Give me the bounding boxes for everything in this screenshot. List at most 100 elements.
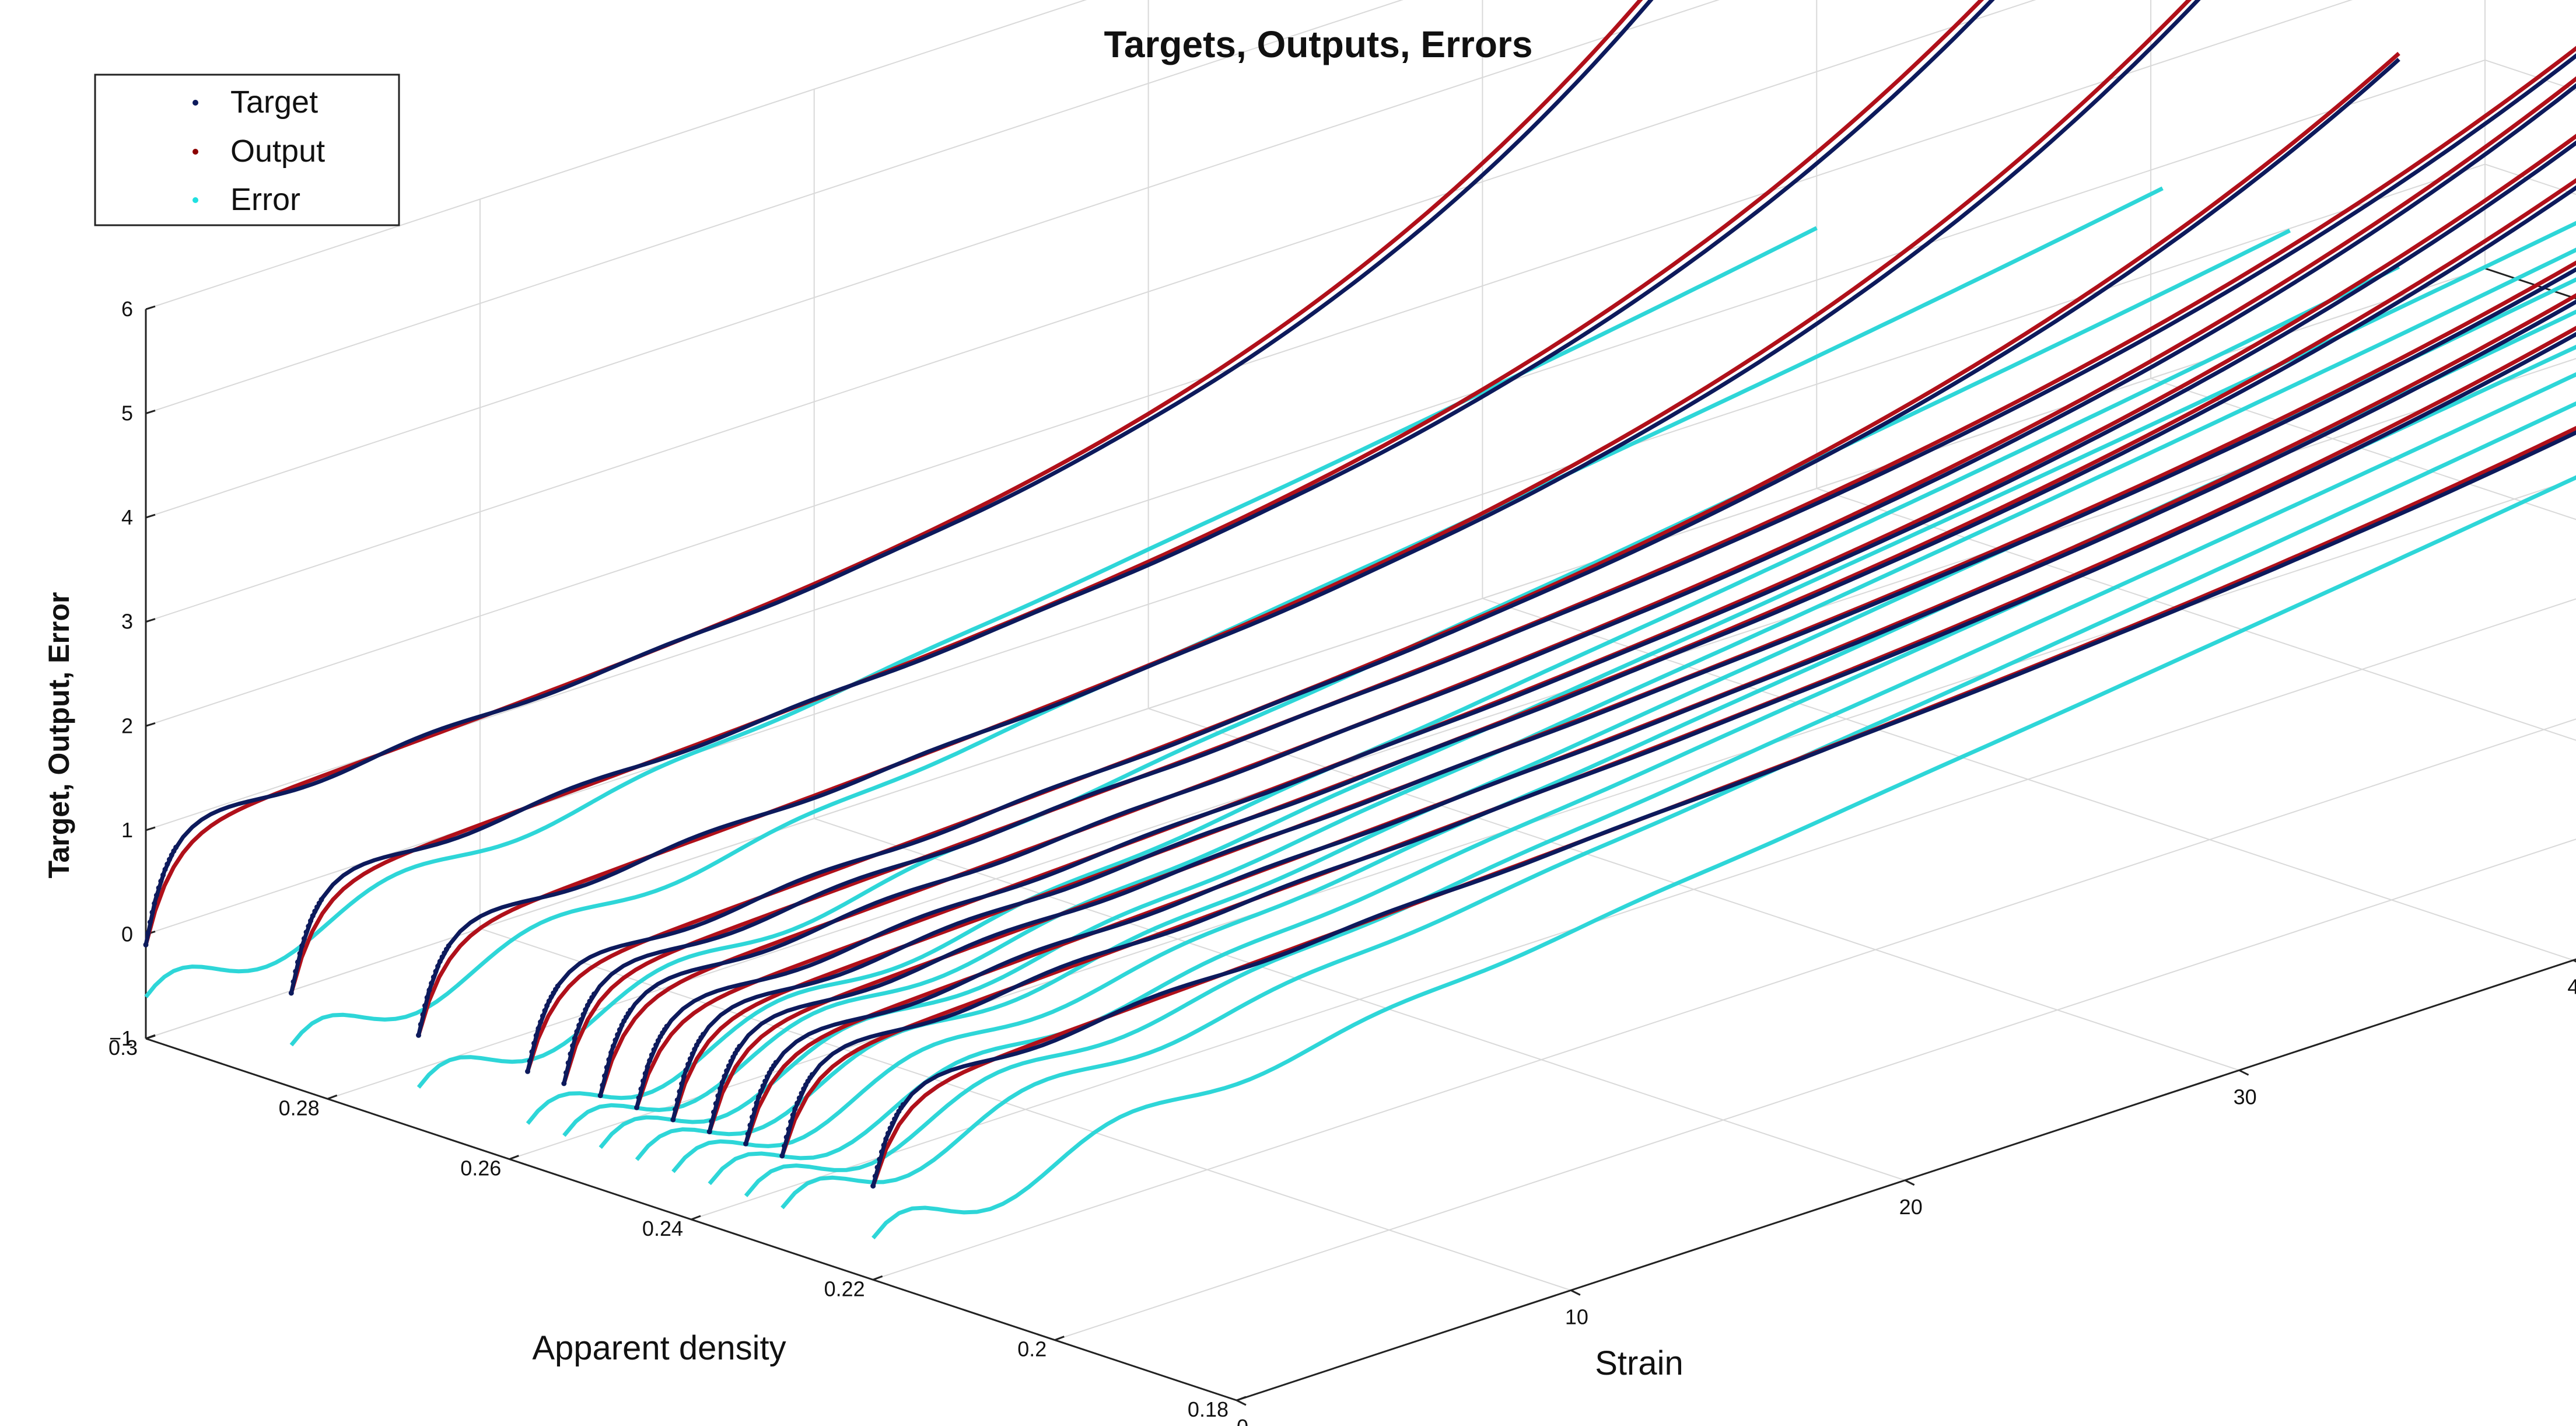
x-axis-label: Strain bbox=[1595, 1344, 1684, 1382]
z-tick-label-3: 2 bbox=[121, 714, 133, 738]
target-marker bbox=[692, 1046, 698, 1052]
target-marker bbox=[580, 1012, 586, 1018]
target-rise-markers-10 bbox=[779, 1072, 815, 1159]
error-series-3 bbox=[526, 264, 2400, 1125]
target-rise-markers-8 bbox=[706, 1043, 743, 1135]
target-series-0 bbox=[144, 0, 1654, 946]
target-marker bbox=[628, 1007, 634, 1013]
z-tick-mark bbox=[145, 722, 156, 727]
target-rise-markers-1 bbox=[288, 897, 324, 996]
target-marker bbox=[538, 1019, 544, 1025]
target-marker bbox=[149, 910, 155, 915]
target-marker bbox=[653, 1042, 659, 1048]
target-series-4 bbox=[562, 53, 2576, 1084]
target-marker bbox=[679, 1081, 685, 1086]
y-tick-mark bbox=[691, 1215, 701, 1221]
target-marker bbox=[801, 1086, 807, 1092]
target-marker bbox=[724, 1068, 730, 1074]
grid-line-back-wall bbox=[145, 0, 1720, 519]
target-marker bbox=[792, 1106, 798, 1112]
error-series-10 bbox=[780, 401, 2576, 1210]
target-marker bbox=[786, 1126, 792, 1132]
target-marker bbox=[773, 1060, 779, 1065]
target-marker bbox=[685, 1061, 691, 1067]
target-marker bbox=[422, 1003, 428, 1009]
target-marker bbox=[664, 1023, 670, 1029]
target-rise-markers-9 bbox=[743, 1060, 779, 1147]
x-axis-line bbox=[1236, 958, 2576, 1401]
target-marker bbox=[548, 994, 554, 999]
target-marker bbox=[760, 1083, 766, 1089]
target-marker bbox=[610, 1043, 616, 1049]
target-marker bbox=[565, 1060, 571, 1066]
x-tick-mark bbox=[1236, 1399, 1247, 1406]
target-marker bbox=[883, 1136, 889, 1142]
target-series-10 bbox=[780, 331, 2576, 1156]
target-marker bbox=[677, 1089, 682, 1095]
target-marker bbox=[900, 1102, 906, 1107]
legend-output-label: Output bbox=[230, 134, 325, 169]
target-marker bbox=[584, 1002, 590, 1008]
target-marker bbox=[690, 1051, 695, 1057]
target-marker bbox=[314, 904, 320, 910]
target-series-9 bbox=[744, 299, 2576, 1145]
target-marker bbox=[674, 1097, 680, 1103]
target-rise-markers-3 bbox=[525, 983, 561, 1074]
target-marker bbox=[167, 857, 172, 862]
z-tick-label-7: 6 bbox=[121, 297, 133, 321]
target-marker bbox=[673, 1106, 678, 1112]
z-tick-mark bbox=[145, 305, 156, 310]
target-marker bbox=[143, 942, 149, 948]
target-marker bbox=[572, 1036, 578, 1041]
target-marker bbox=[694, 1042, 699, 1048]
grid-line-back-wall bbox=[145, 0, 1404, 414]
target-series-7 bbox=[671, 185, 2576, 1120]
target-marker bbox=[878, 1149, 884, 1155]
target-marker bbox=[162, 866, 168, 872]
target-marker bbox=[687, 1056, 693, 1062]
y-tick-label-5: 0.28 bbox=[279, 1096, 320, 1120]
x-tick-mark bbox=[2572, 959, 2576, 963]
target-marker bbox=[794, 1100, 800, 1106]
y-tick-label-6: 0.3 bbox=[108, 1036, 138, 1060]
target-marker bbox=[608, 1050, 614, 1055]
target-marker bbox=[743, 1141, 748, 1147]
z-tick-mark bbox=[145, 826, 156, 831]
output-series-3 bbox=[526, 51, 2400, 1072]
z-tick-label-2: 1 bbox=[121, 818, 133, 842]
x-tick-label-1: 10 bbox=[1565, 1305, 1588, 1329]
target-marker bbox=[420, 1012, 426, 1018]
target-marker bbox=[446, 943, 452, 949]
target-marker bbox=[713, 1100, 719, 1106]
target-marker bbox=[435, 963, 441, 969]
z-tick-mark bbox=[145, 410, 156, 415]
target-rise-markers-11 bbox=[870, 1102, 906, 1189]
tick-labels: 0102030405060700.180.20.220.240.260.280.… bbox=[108, 297, 2576, 1426]
target-marker bbox=[525, 1068, 530, 1074]
target-marker bbox=[681, 1074, 687, 1079]
target-marker bbox=[758, 1088, 764, 1094]
x-tick-mark bbox=[1905, 1179, 1915, 1186]
target-marker bbox=[619, 1022, 625, 1028]
target-marker bbox=[437, 959, 443, 964]
target-marker bbox=[783, 1134, 789, 1140]
target-marker bbox=[570, 1043, 576, 1048]
target-marker bbox=[655, 1038, 661, 1044]
target-marker bbox=[561, 1081, 567, 1086]
target-rise-markers-2 bbox=[416, 943, 452, 1038]
x-tick-label-0: 0 bbox=[1237, 1415, 1248, 1426]
legend-error-marker bbox=[192, 197, 198, 203]
target-marker bbox=[636, 1095, 642, 1101]
target-marker bbox=[310, 913, 316, 919]
target-marker bbox=[540, 1013, 545, 1019]
target-marker bbox=[529, 1049, 535, 1055]
target-marker bbox=[290, 979, 296, 984]
target-marker bbox=[788, 1119, 794, 1125]
x-tick-label-3: 30 bbox=[2234, 1085, 2257, 1109]
target-marker bbox=[870, 1183, 876, 1189]
target-marker bbox=[799, 1091, 804, 1096]
target-marker bbox=[649, 1052, 654, 1058]
target-marker bbox=[634, 1105, 639, 1110]
target-marker bbox=[718, 1086, 723, 1092]
